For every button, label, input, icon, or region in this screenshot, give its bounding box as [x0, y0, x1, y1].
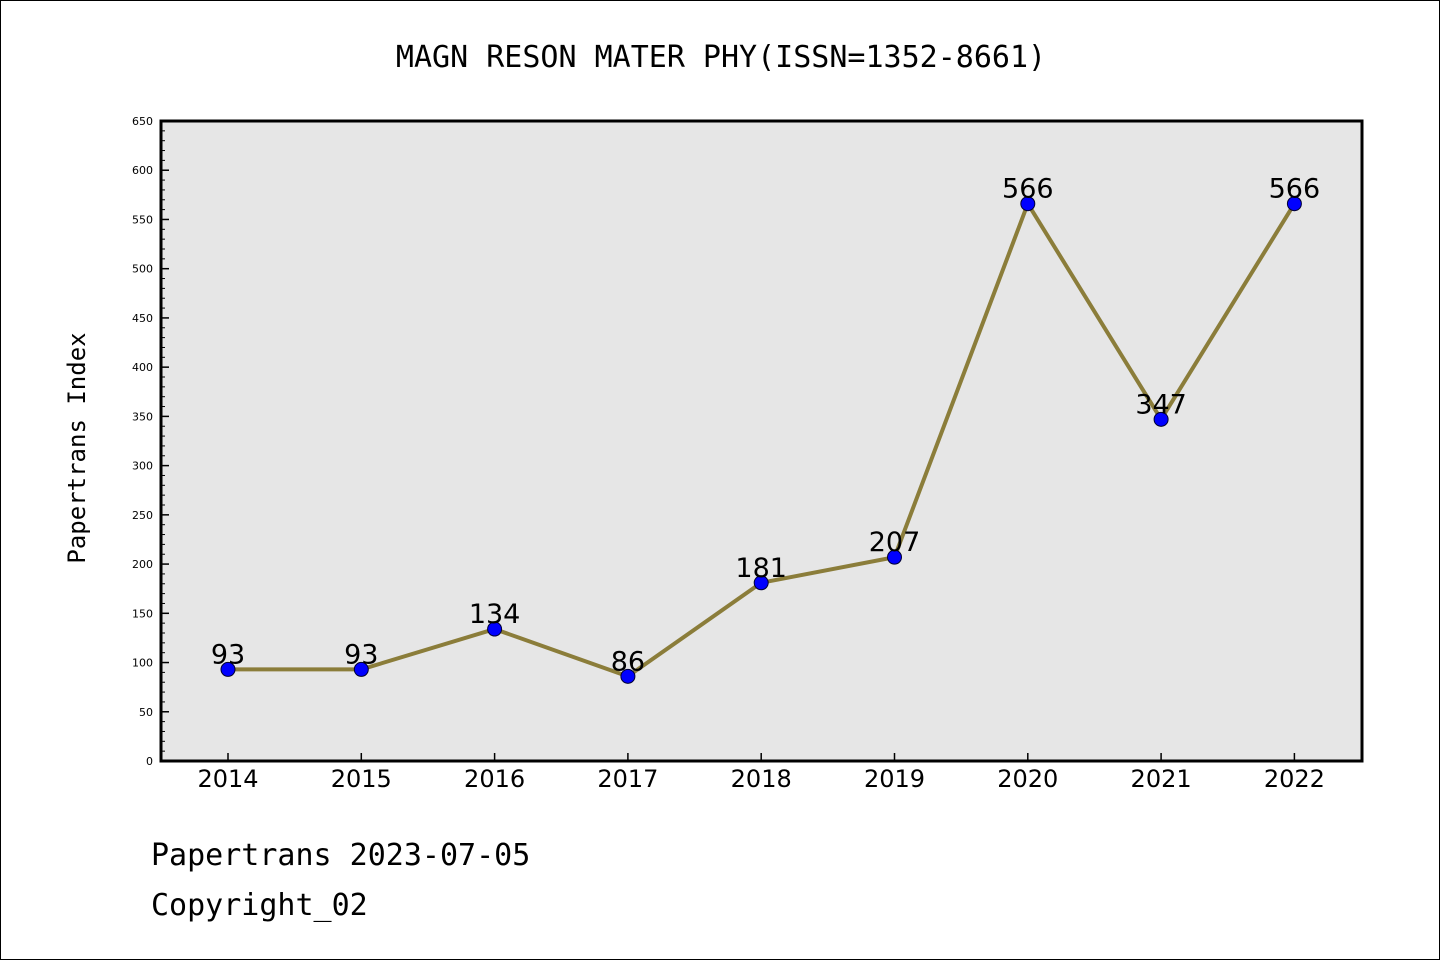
footer-copyright: Copyright_02: [151, 888, 368, 923]
x-tick-label: 2021: [1131, 765, 1192, 793]
y-tick-label: 350: [132, 410, 153, 423]
y-tick-label: 300: [132, 460, 153, 473]
chart-title: MAGN RESON MATER PHY(ISSN=1352-8661): [396, 40, 1046, 75]
data-label: 207: [869, 527, 921, 558]
x-tick-label: 2016: [464, 765, 525, 793]
data-point: [220, 661, 236, 677]
y-tick-label: 100: [132, 657, 153, 670]
x-tick-label: 2018: [731, 765, 792, 793]
y-tick-label: 400: [132, 361, 153, 374]
data-labels: 93 93 134 86 181 207 566 347 566: [211, 174, 1320, 678]
y-tick-label: 0: [146, 755, 153, 768]
x-tick-label: 2014: [197, 765, 258, 793]
data-label: 566: [1269, 174, 1321, 205]
data-label: 134: [469, 599, 521, 630]
y-tick-label: 50: [139, 706, 153, 719]
y-tick-label: 250: [132, 509, 153, 522]
y-tick-label: 600: [132, 164, 153, 177]
data-point: [887, 549, 902, 565]
x-tick-label: 2019: [864, 765, 925, 793]
y-tick-label: 450: [132, 312, 153, 325]
data-label: 181: [735, 553, 787, 584]
data-point: [620, 668, 636, 684]
plot-area: [161, 121, 1362, 761]
x-axis: 2014 2015 2016 2017 2018 2019 2020 2021 2022: [197, 753, 1325, 793]
data-point: [1153, 411, 1169, 427]
x-tick-label: 2017: [597, 765, 658, 793]
data-point: [487, 621, 503, 637]
plot-frame: [159, 119, 1364, 763]
x-tick-label: 2020: [997, 765, 1058, 793]
y-axis-label: Papertrans Index: [63, 332, 91, 563]
data-label: 93: [344, 639, 378, 670]
y-tick-label: 500: [132, 263, 153, 276]
data-markers: [220, 196, 1302, 684]
data-label: 347: [1135, 389, 1187, 420]
data-point: [753, 575, 769, 591]
x-tick-label: 2022: [1264, 765, 1325, 793]
data-point: [1286, 196, 1302, 212]
data-label: 93: [211, 639, 245, 670]
y-tick-label: 150: [132, 607, 153, 620]
y-tick-label: 200: [132, 558, 153, 571]
data-label: 566: [1002, 174, 1054, 205]
data-point: [1020, 196, 1036, 212]
y-axis: 0 50 100 150 200 250 300 350 400 450 500 550 600 650: [132, 115, 169, 768]
data-label: 86: [611, 646, 645, 677]
data-point: [353, 661, 369, 677]
footer-date: Papertrans 2023-07-05: [151, 838, 530, 873]
y-tick-label: 650: [132, 115, 153, 128]
x-tick-label: 2015: [331, 765, 392, 793]
y-tick-label: 550: [132, 213, 153, 226]
